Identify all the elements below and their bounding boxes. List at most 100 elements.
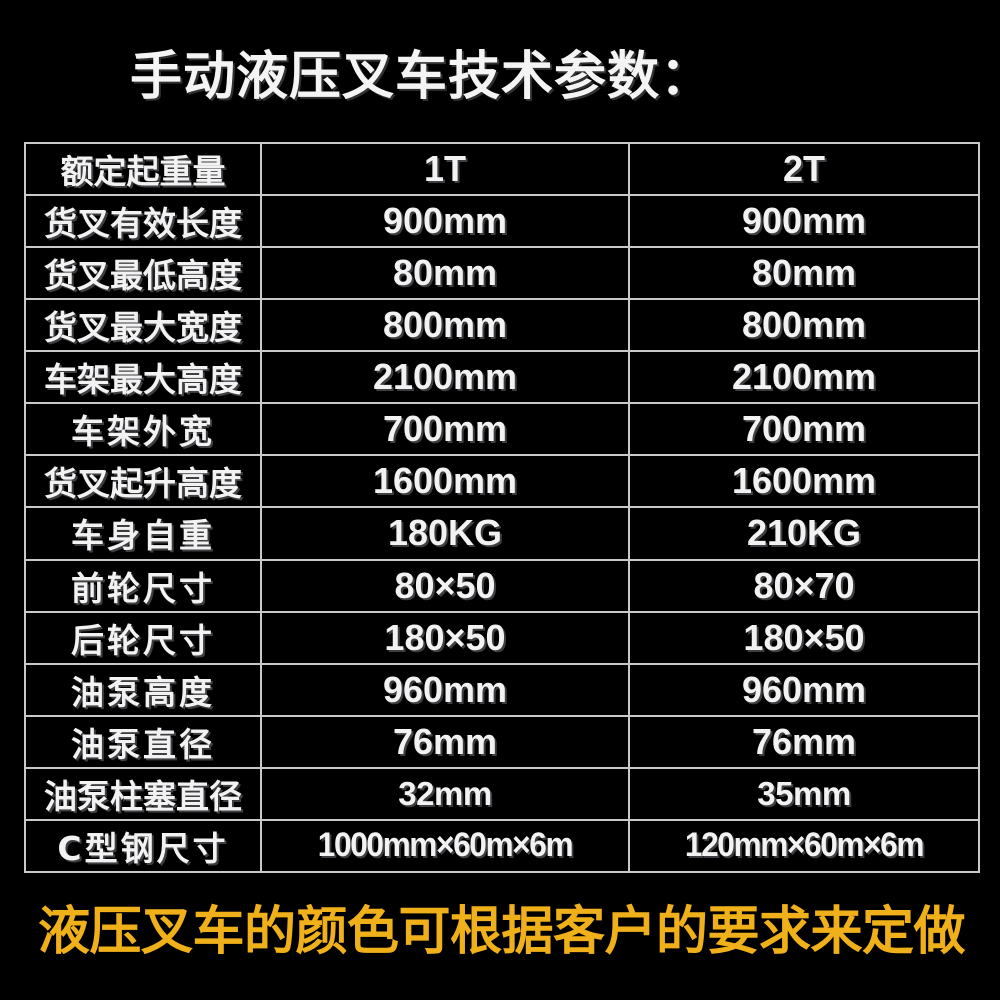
row-label: 前轮尺寸 xyxy=(71,568,215,608)
row-label-cell: 车架最大高度 xyxy=(24,350,262,405)
row-label: 货叉最大宽度 xyxy=(44,308,242,348)
row-value-2t: 800mm xyxy=(741,304,867,346)
table-row: 额定起重量 1T 2T xyxy=(24,141,980,197)
row-value-1t-cell: 960mm xyxy=(260,662,630,717)
row-value-1t-cell: 80×50 xyxy=(260,558,630,613)
row-value-2t-cell: 1600mm xyxy=(628,454,980,509)
table-row: 前轮尺寸 80×50 80×70 xyxy=(24,558,980,613)
row-label: 货叉最低高度 xyxy=(44,256,242,296)
row-value-1t-cell: 1000mm×60m×6m xyxy=(260,818,630,873)
row-value-1t-cell: 2100mm xyxy=(260,350,630,405)
row-value-1t-cell: 1T xyxy=(260,141,630,197)
row-value-2t: 35mm xyxy=(757,774,851,812)
spec-table-body: 额定起重量 1T 2T 货叉有效长度 900mm 900mm xyxy=(24,141,980,873)
table-row: 车身自重 180KG 210KG xyxy=(24,506,980,561)
row-label-cell: 货叉起升高度 xyxy=(24,454,262,509)
row-value-1t-cell: 700mm xyxy=(260,402,630,457)
row-label: 油泵柱塞直径 xyxy=(44,776,242,816)
row-value-2t: 80mm xyxy=(751,252,857,294)
row-label-cell: 车架外宽 xyxy=(24,402,262,457)
row-label-cell: 油泵直径 xyxy=(24,714,262,769)
row-label: 后轮尺寸 xyxy=(71,620,215,660)
row-value-1t: 32mm xyxy=(398,774,492,812)
row-value-2t: 2100mm xyxy=(731,356,877,398)
row-value-1t-cell: 800mm xyxy=(260,298,630,353)
table-row: 货叉最低高度 80mm 80mm xyxy=(24,246,980,301)
row-value-1t-cell: 76mm xyxy=(260,714,630,769)
spec-table: 额定起重量 1T 2T 货叉有效长度 900mm 900mm xyxy=(24,141,980,873)
row-label: 车架外宽 xyxy=(71,412,215,452)
row-value-2t-cell: 80mm xyxy=(628,246,980,301)
table-row: 油泵柱塞直径 32mm 35mm xyxy=(24,766,980,821)
row-value-1t: 1T xyxy=(423,148,466,190)
row-value-1t: 76mm xyxy=(392,720,498,762)
table-row: 后轮尺寸 180×50 180×50 xyxy=(24,610,980,665)
row-value-1t-cell: 180×50 xyxy=(260,610,630,665)
row-label-cell: 货叉最低高度 xyxy=(24,246,262,301)
row-value-1t: 800mm xyxy=(382,304,508,346)
table-row: 货叉有效长度 900mm 900mm xyxy=(24,194,980,249)
table-row: 车架外宽 700mm 700mm xyxy=(24,402,980,457)
row-value-2t: 120mm×60m×6m xyxy=(684,826,925,865)
row-value-1t: 1000mm×60m×6m xyxy=(317,826,574,865)
row-label-cell: 后轮尺寸 xyxy=(24,610,262,665)
row-value-1t: 900mm xyxy=(382,200,508,242)
row-value-1t-cell: 900mm xyxy=(260,194,630,249)
page-title: 手动液压叉车技术参数： xyxy=(130,47,714,107)
row-value-2t: 180×50 xyxy=(743,616,865,658)
row-label-cell: 车身自重 xyxy=(24,506,262,561)
table-row: 油泵高度 960mm 960mm xyxy=(24,662,980,717)
row-label: 额定起重量 xyxy=(60,152,226,192)
row-value-1t: 180KG xyxy=(387,512,503,554)
row-label: 货叉起升高度 xyxy=(44,464,242,504)
table-row: 油泵直径 76mm 76mm xyxy=(24,714,980,769)
row-label: 车身自重 xyxy=(71,516,215,556)
row-label-cell: 前轮尺寸 xyxy=(24,558,262,613)
row-value-1t-cell: 180KG xyxy=(260,506,630,561)
row-value-1t: 180×50 xyxy=(384,616,506,658)
row-value-2t: 700mm xyxy=(741,408,867,450)
row-value-2t-cell: 180×50 xyxy=(628,610,980,665)
row-value-2t-cell: 2T xyxy=(628,141,980,197)
table-row: 货叉起升高度 1600mm 1600mm xyxy=(24,454,980,509)
row-label: 车架最大高度 xyxy=(44,360,242,400)
row-value-2t-cell: 2100mm xyxy=(628,350,980,405)
row-label-cell: 货叉有效长度 xyxy=(24,194,262,249)
footer-note: 液压叉车的颜色可根据客户的要求来定做 xyxy=(38,902,966,962)
row-value-2t-cell: 960mm xyxy=(628,662,980,717)
row-value-2t: 80×70 xyxy=(753,564,855,606)
row-value-2t: 210KG xyxy=(746,512,862,554)
row-value-1t: 960mm xyxy=(382,668,508,710)
row-value-2t-cell: 80×70 xyxy=(628,558,980,613)
table-row: 车架最大高度 2100mm 2100mm xyxy=(24,350,980,405)
row-value-2t-cell: 700mm xyxy=(628,402,980,457)
row-label: C型钢尺寸 xyxy=(57,828,229,868)
row-value-1t: 1600mm xyxy=(372,460,518,502)
row-value-2t: 900mm xyxy=(741,200,867,242)
row-value-1t: 80mm xyxy=(392,252,498,294)
row-label-cell: 油泵高度 xyxy=(24,662,262,717)
row-value-1t-cell: 32mm xyxy=(260,766,630,821)
row-label-cell: C型钢尺寸 xyxy=(24,818,262,873)
row-value-2t-cell: 800mm xyxy=(628,298,980,353)
row-value-1t: 80×50 xyxy=(394,564,496,606)
row-value-2t: 76mm xyxy=(751,720,857,762)
row-label-cell: 额定起重量 xyxy=(24,141,262,197)
row-value-1t: 2100mm xyxy=(372,356,518,398)
row-value-2t-cell: 76mm xyxy=(628,714,980,769)
row-label: 油泵高度 xyxy=(71,672,215,712)
row-value-2t-cell: 120mm×60m×6m xyxy=(628,818,980,873)
row-label-cell: 油泵柱塞直径 xyxy=(24,766,262,821)
row-value-1t-cell: 80mm xyxy=(260,246,630,301)
table-row: C型钢尺寸 1000mm×60m×6m 120mm×60m×6m xyxy=(24,818,980,873)
table-row: 货叉最大宽度 800mm 800mm xyxy=(24,298,980,353)
row-value-2t-cell: 35mm xyxy=(628,766,980,821)
row-value-1t: 700mm xyxy=(382,408,508,450)
row-value-2t: 960mm xyxy=(741,668,867,710)
row-value-2t-cell: 210KG xyxy=(628,506,980,561)
row-value-2t-cell: 900mm xyxy=(628,194,980,249)
row-value-2t: 2T xyxy=(782,148,825,190)
row-value-1t-cell: 1600mm xyxy=(260,454,630,509)
row-label: 油泵直径 xyxy=(71,724,215,764)
